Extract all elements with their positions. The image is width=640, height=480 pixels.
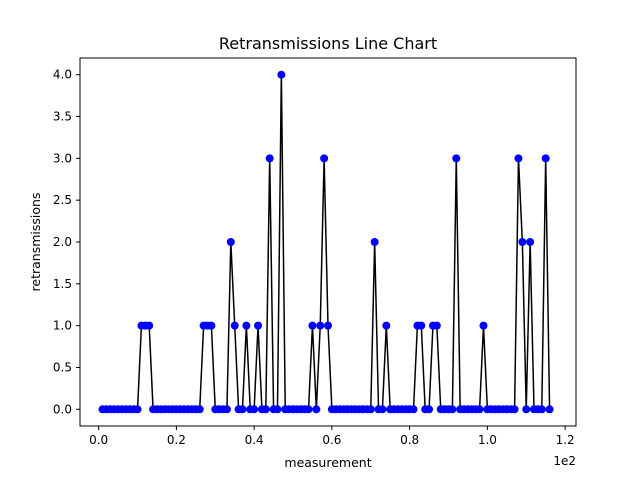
data-point (448, 405, 457, 414)
data-point (518, 238, 527, 246)
data-point (320, 154, 329, 163)
y-tick-label: 2.0 (53, 235, 72, 249)
y-tick-label: 3.5 (53, 110, 72, 124)
data-point (133, 405, 142, 414)
data-point (479, 321, 488, 330)
data-point (207, 321, 216, 330)
x-tick-label: 0.0 (89, 433, 108, 447)
data-point (277, 70, 286, 79)
x-axis: 0.0 0.2 0.4 0.6 0.8 1.0 1.2 (89, 426, 575, 447)
data-point (526, 238, 535, 246)
data-point (195, 405, 204, 414)
data-point (304, 405, 313, 414)
data-point (417, 321, 426, 330)
x-axis-label: measurement (284, 455, 371, 470)
plot-area (98, 70, 554, 414)
x-tick-label: 1.2 (556, 433, 575, 447)
y-axis-label: retransmissions (28, 193, 43, 292)
data-point (541, 154, 550, 163)
data-point (382, 321, 391, 330)
data-point (432, 321, 441, 330)
data-point (261, 405, 270, 414)
data-point (475, 405, 484, 414)
y-tick-label: 1.0 (53, 319, 72, 333)
data-point (324, 321, 332, 330)
data-point (545, 405, 554, 414)
y-tick-label: 0.0 (53, 402, 72, 416)
x-tick-label: 0.8 (400, 433, 419, 447)
data-point (222, 405, 231, 414)
data-point (366, 405, 375, 414)
data-point (145, 321, 154, 330)
data-point (273, 405, 282, 414)
y-axis: 0.0 0.5 1.0 1.5 2.0 2.5 3.0 3.5 4.0 (53, 68, 80, 416)
data-point (254, 321, 263, 330)
data-point (308, 321, 317, 330)
x-tick-label: 1.0 (478, 433, 497, 447)
y-tick-label: 3.0 (53, 151, 72, 165)
data-point (230, 321, 239, 330)
data-point (265, 154, 274, 163)
data-point (316, 321, 325, 330)
data-point (452, 154, 461, 163)
data-point (242, 321, 251, 330)
data-point (537, 405, 546, 414)
data-point (370, 238, 379, 246)
y-tick-label: 2.5 (53, 193, 72, 207)
data-point (522, 405, 531, 414)
x-tick-label: 0.4 (245, 433, 264, 447)
data-point (409, 405, 418, 414)
data-point (514, 154, 523, 163)
data-point (238, 405, 247, 414)
data-point (250, 405, 259, 414)
y-tick-label: 0.5 (53, 360, 72, 374)
data-point (312, 405, 321, 414)
x-axis-offset-label: 1e2 (553, 454, 576, 468)
x-tick-label: 0.6 (322, 433, 341, 447)
data-point (378, 405, 387, 414)
data-point (425, 405, 434, 414)
y-tick-label: 1.5 (53, 277, 72, 291)
chart-title: Retransmissions Line Chart (219, 34, 437, 53)
data-point (510, 405, 519, 414)
x-tick-label: 0.2 (167, 433, 186, 447)
data-point (226, 238, 235, 246)
y-tick-label: 4.0 (53, 68, 72, 82)
